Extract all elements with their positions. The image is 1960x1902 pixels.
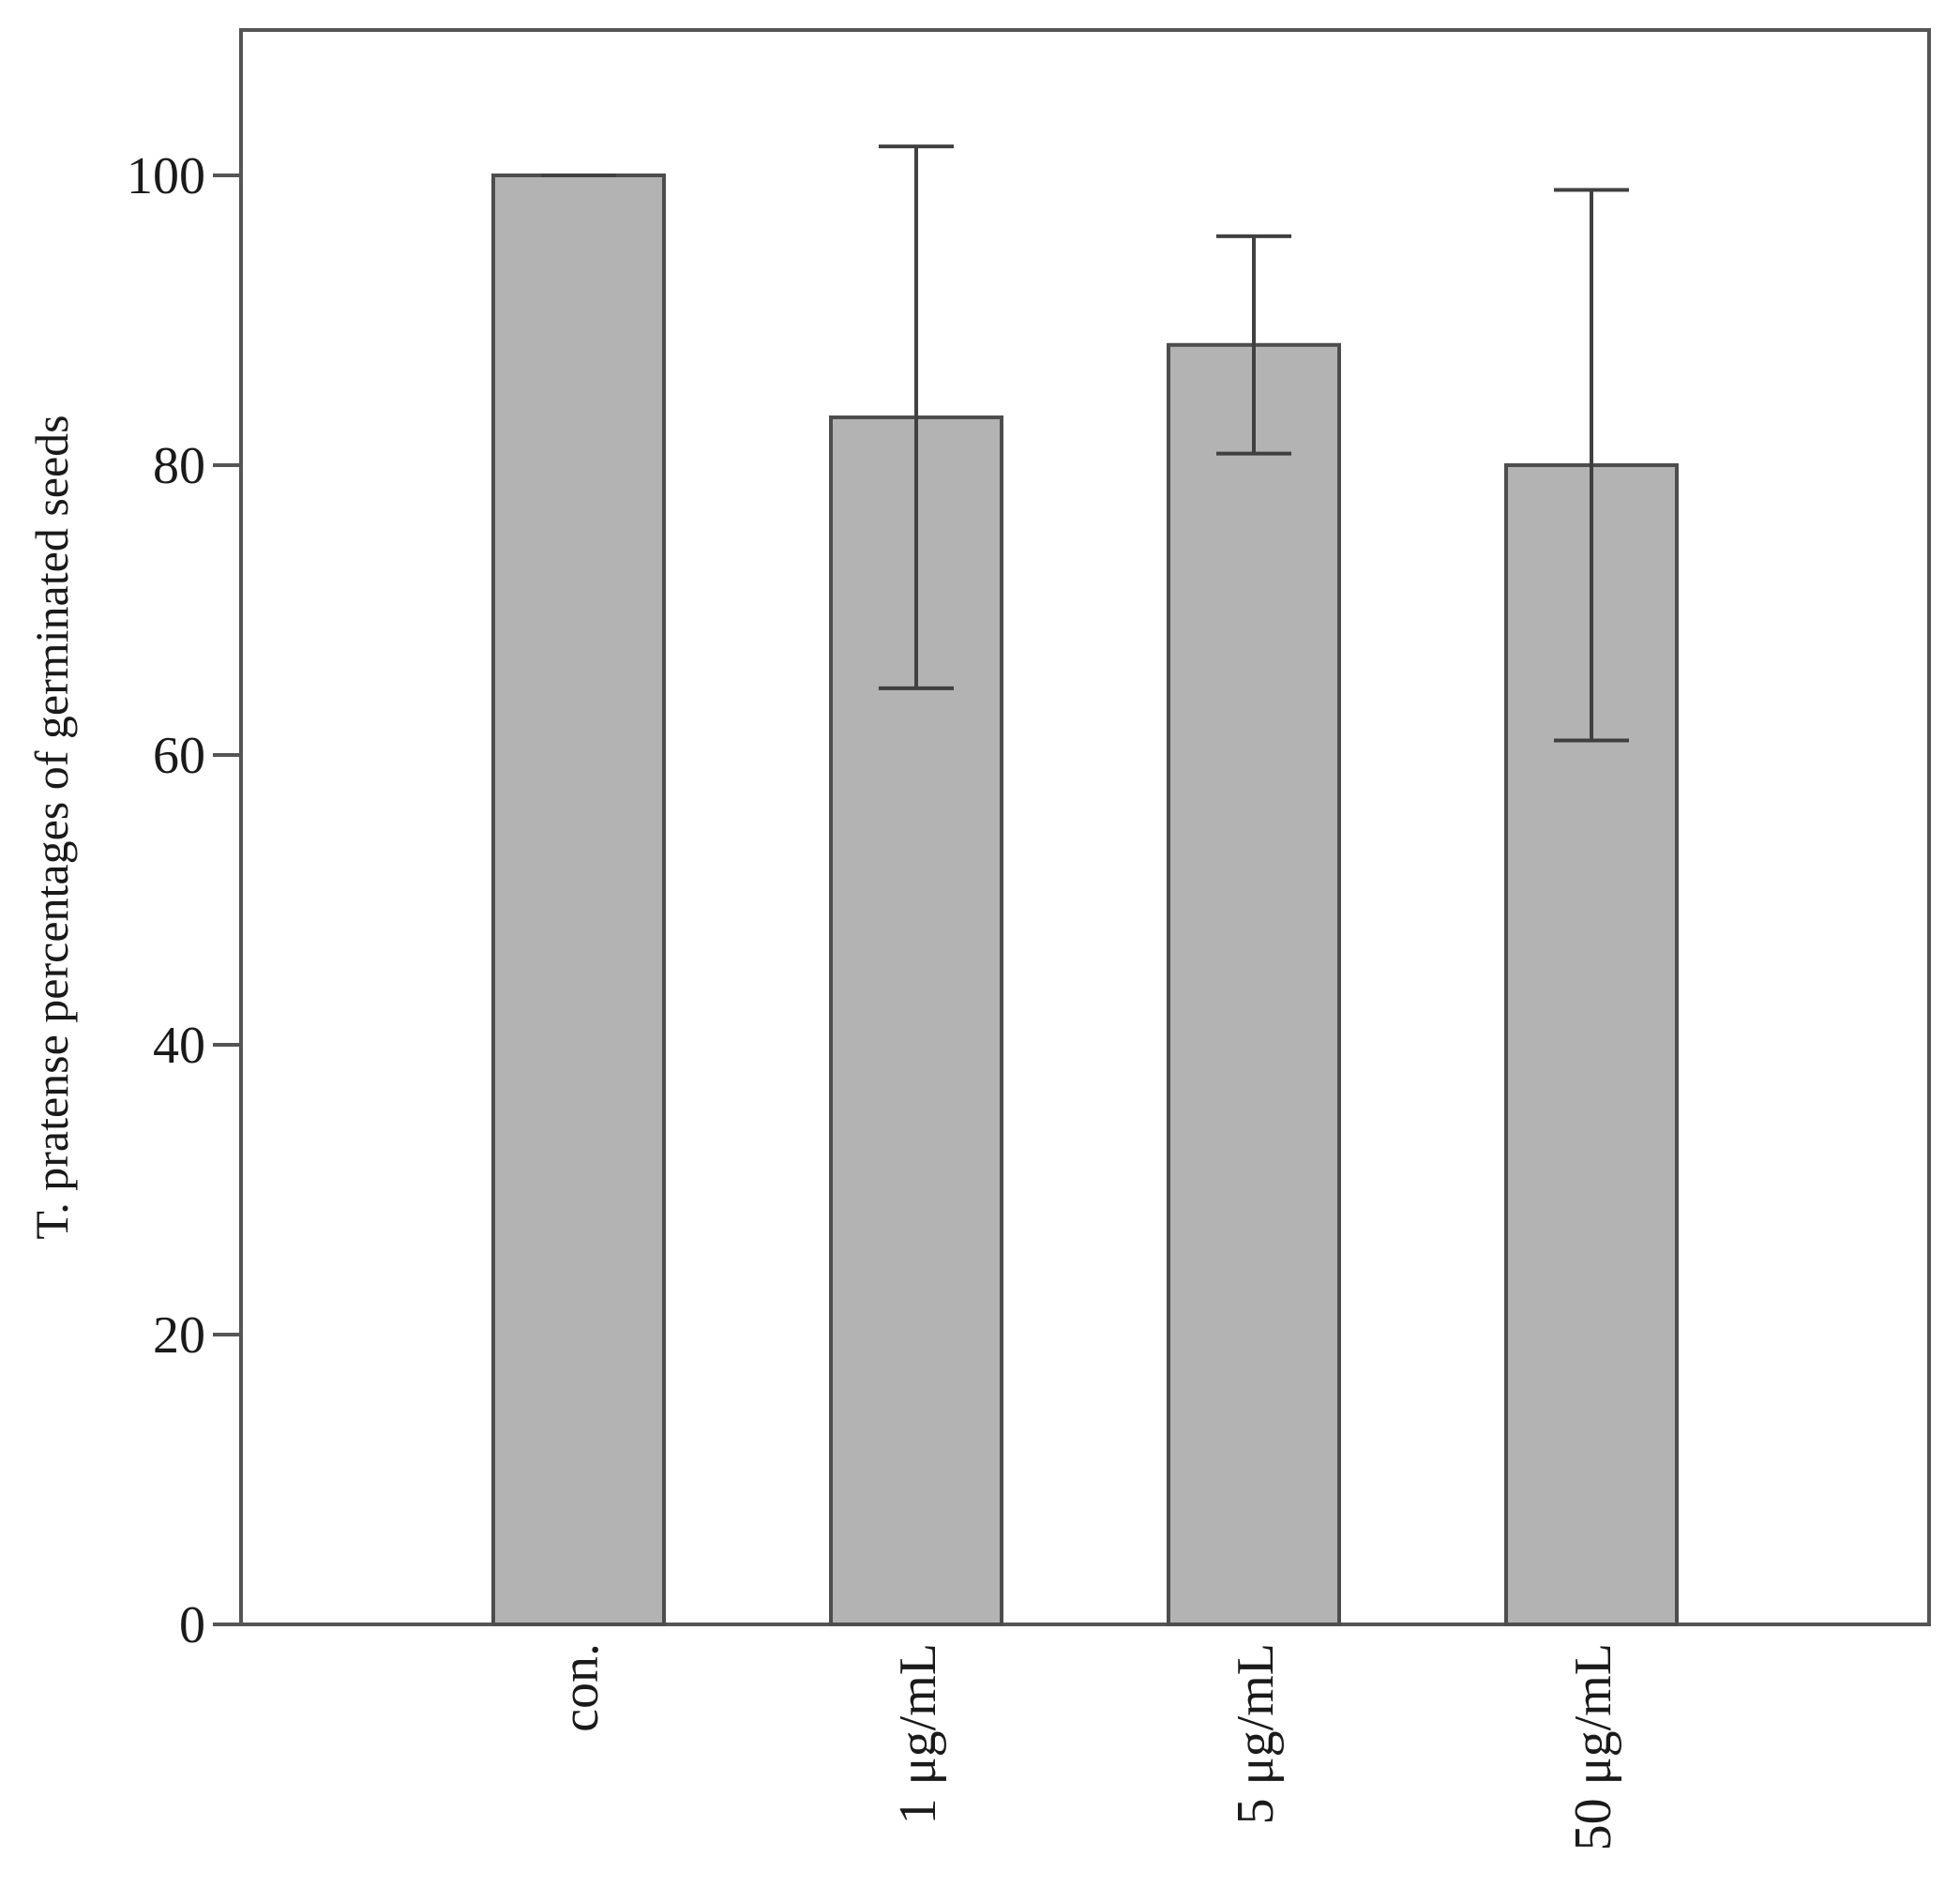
x-tick-label: 5 μg/mL <box>1227 1643 1285 1824</box>
y-axis-title: T. pratense percentages of germinated se… <box>25 415 78 1239</box>
bars <box>491 174 1679 1626</box>
y-axis: 0 20 40 60 80 100 <box>127 147 241 1654</box>
y-tick-label: 100 <box>127 147 205 205</box>
y-tick-label: 40 <box>153 1017 205 1075</box>
bar <box>1167 342 1341 1626</box>
x-tick-label: 1 μg/mL <box>889 1643 947 1824</box>
x-tick-label: con. <box>551 1643 610 1732</box>
y-tick-label: 0 <box>179 1596 205 1654</box>
error-bars <box>541 144 1629 743</box>
error-bar <box>879 144 954 690</box>
y-tick-label: 60 <box>153 727 205 785</box>
y-tick-label: 20 <box>153 1306 205 1365</box>
x-axis-labels: con. 1 μg/mL 5 μg/mL 50 μg/mL <box>551 1643 1622 1850</box>
x-tick-label: 50 μg/mL <box>1564 1643 1622 1850</box>
bar <box>491 174 666 1626</box>
plot-frame <box>239 28 1931 1626</box>
error-bar <box>1554 188 1629 743</box>
y-tick-label: 80 <box>153 437 205 495</box>
error-bar <box>1216 234 1291 456</box>
